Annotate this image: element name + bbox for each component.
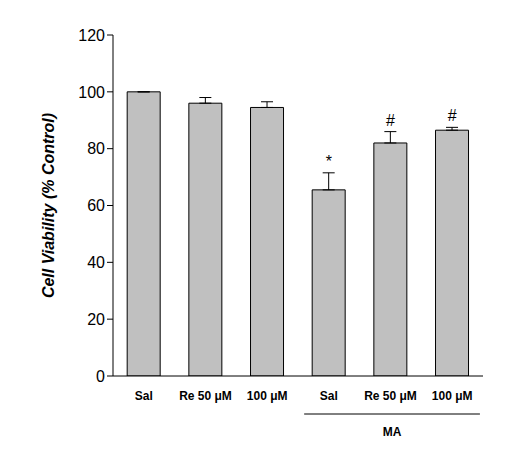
svg-text:#: #	[448, 107, 457, 124]
svg-text:Sal: Sal	[320, 389, 338, 403]
svg-text:20: 20	[87, 311, 105, 328]
svg-text:60: 60	[87, 197, 105, 214]
svg-text:*: *	[326, 153, 332, 170]
svg-text:MA: MA	[383, 425, 402, 439]
svg-text:#: #	[386, 112, 395, 129]
svg-text:Re 50 μM: Re 50 μM	[364, 389, 417, 403]
svg-text:80: 80	[87, 140, 105, 157]
svg-text:Re 50 μM: Re 50 μM	[179, 389, 232, 403]
svg-text:100 μM: 100 μM	[432, 389, 473, 403]
svg-text:Sal: Sal	[135, 389, 153, 403]
svg-text:120: 120	[78, 27, 105, 44]
svg-text:100 μM: 100 μM	[247, 389, 288, 403]
svg-text:100: 100	[78, 84, 105, 101]
svg-text:40: 40	[87, 254, 105, 271]
svg-text:0: 0	[96, 368, 105, 385]
svg-text:Cell Viability (% Control): Cell Viability (% Control)	[40, 113, 57, 298]
